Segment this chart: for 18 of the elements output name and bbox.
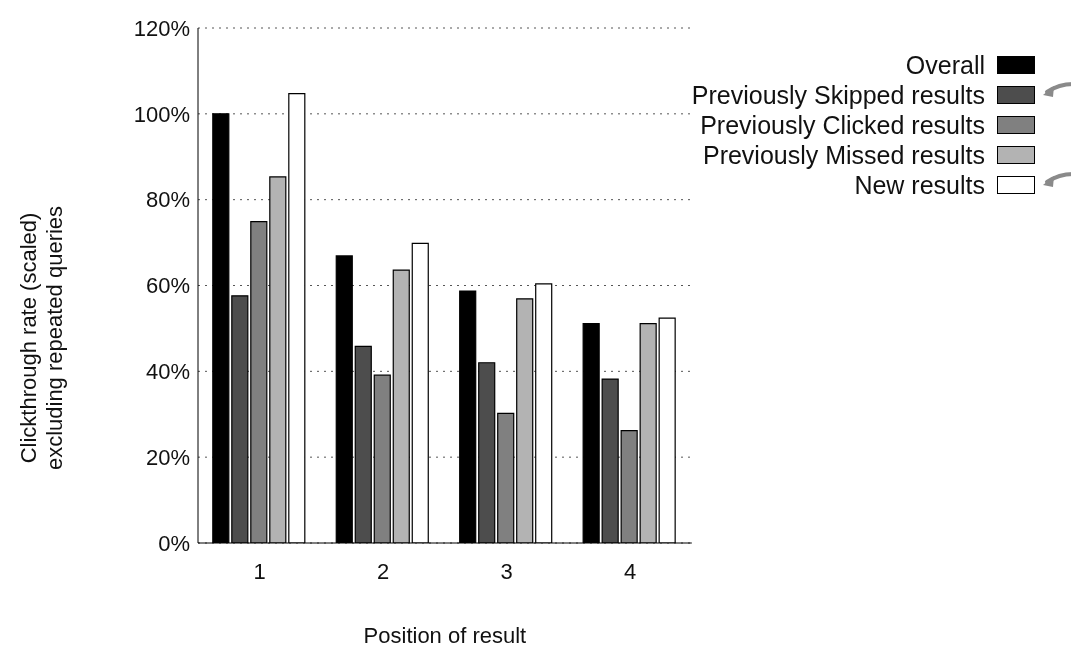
- y-tick-label: 20%: [145, 444, 190, 470]
- x-tick-label: 4: [623, 558, 637, 584]
- legend-label: Previously Missed results: [702, 140, 985, 170]
- x-tick-label: 2: [377, 558, 390, 584]
- legend-label: Overall: [905, 50, 985, 80]
- y-tick-label: 0%: [158, 530, 190, 556]
- x-tick-label: 3: [500, 558, 513, 584]
- x-axis-title: Position of result: [363, 623, 527, 648]
- y-tick-label: 100%: [133, 101, 190, 127]
- y-tick-label: 40%: [145, 359, 190, 385]
- legend-label: Previously Clicked results: [700, 110, 985, 140]
- y-tick-label: 120%: [133, 15, 190, 41]
- x-tick-label: 1: [253, 558, 266, 584]
- legend-label: New results: [854, 170, 985, 200]
- y-tick-label: 80%: [145, 187, 190, 213]
- y-tick-label: 60%: [145, 273, 190, 299]
- y-axis-title: Clickthrough rate (scaled) excluding repeated queries: [16, 205, 67, 471]
- legend-label: Previously Skipped results: [691, 80, 985, 110]
